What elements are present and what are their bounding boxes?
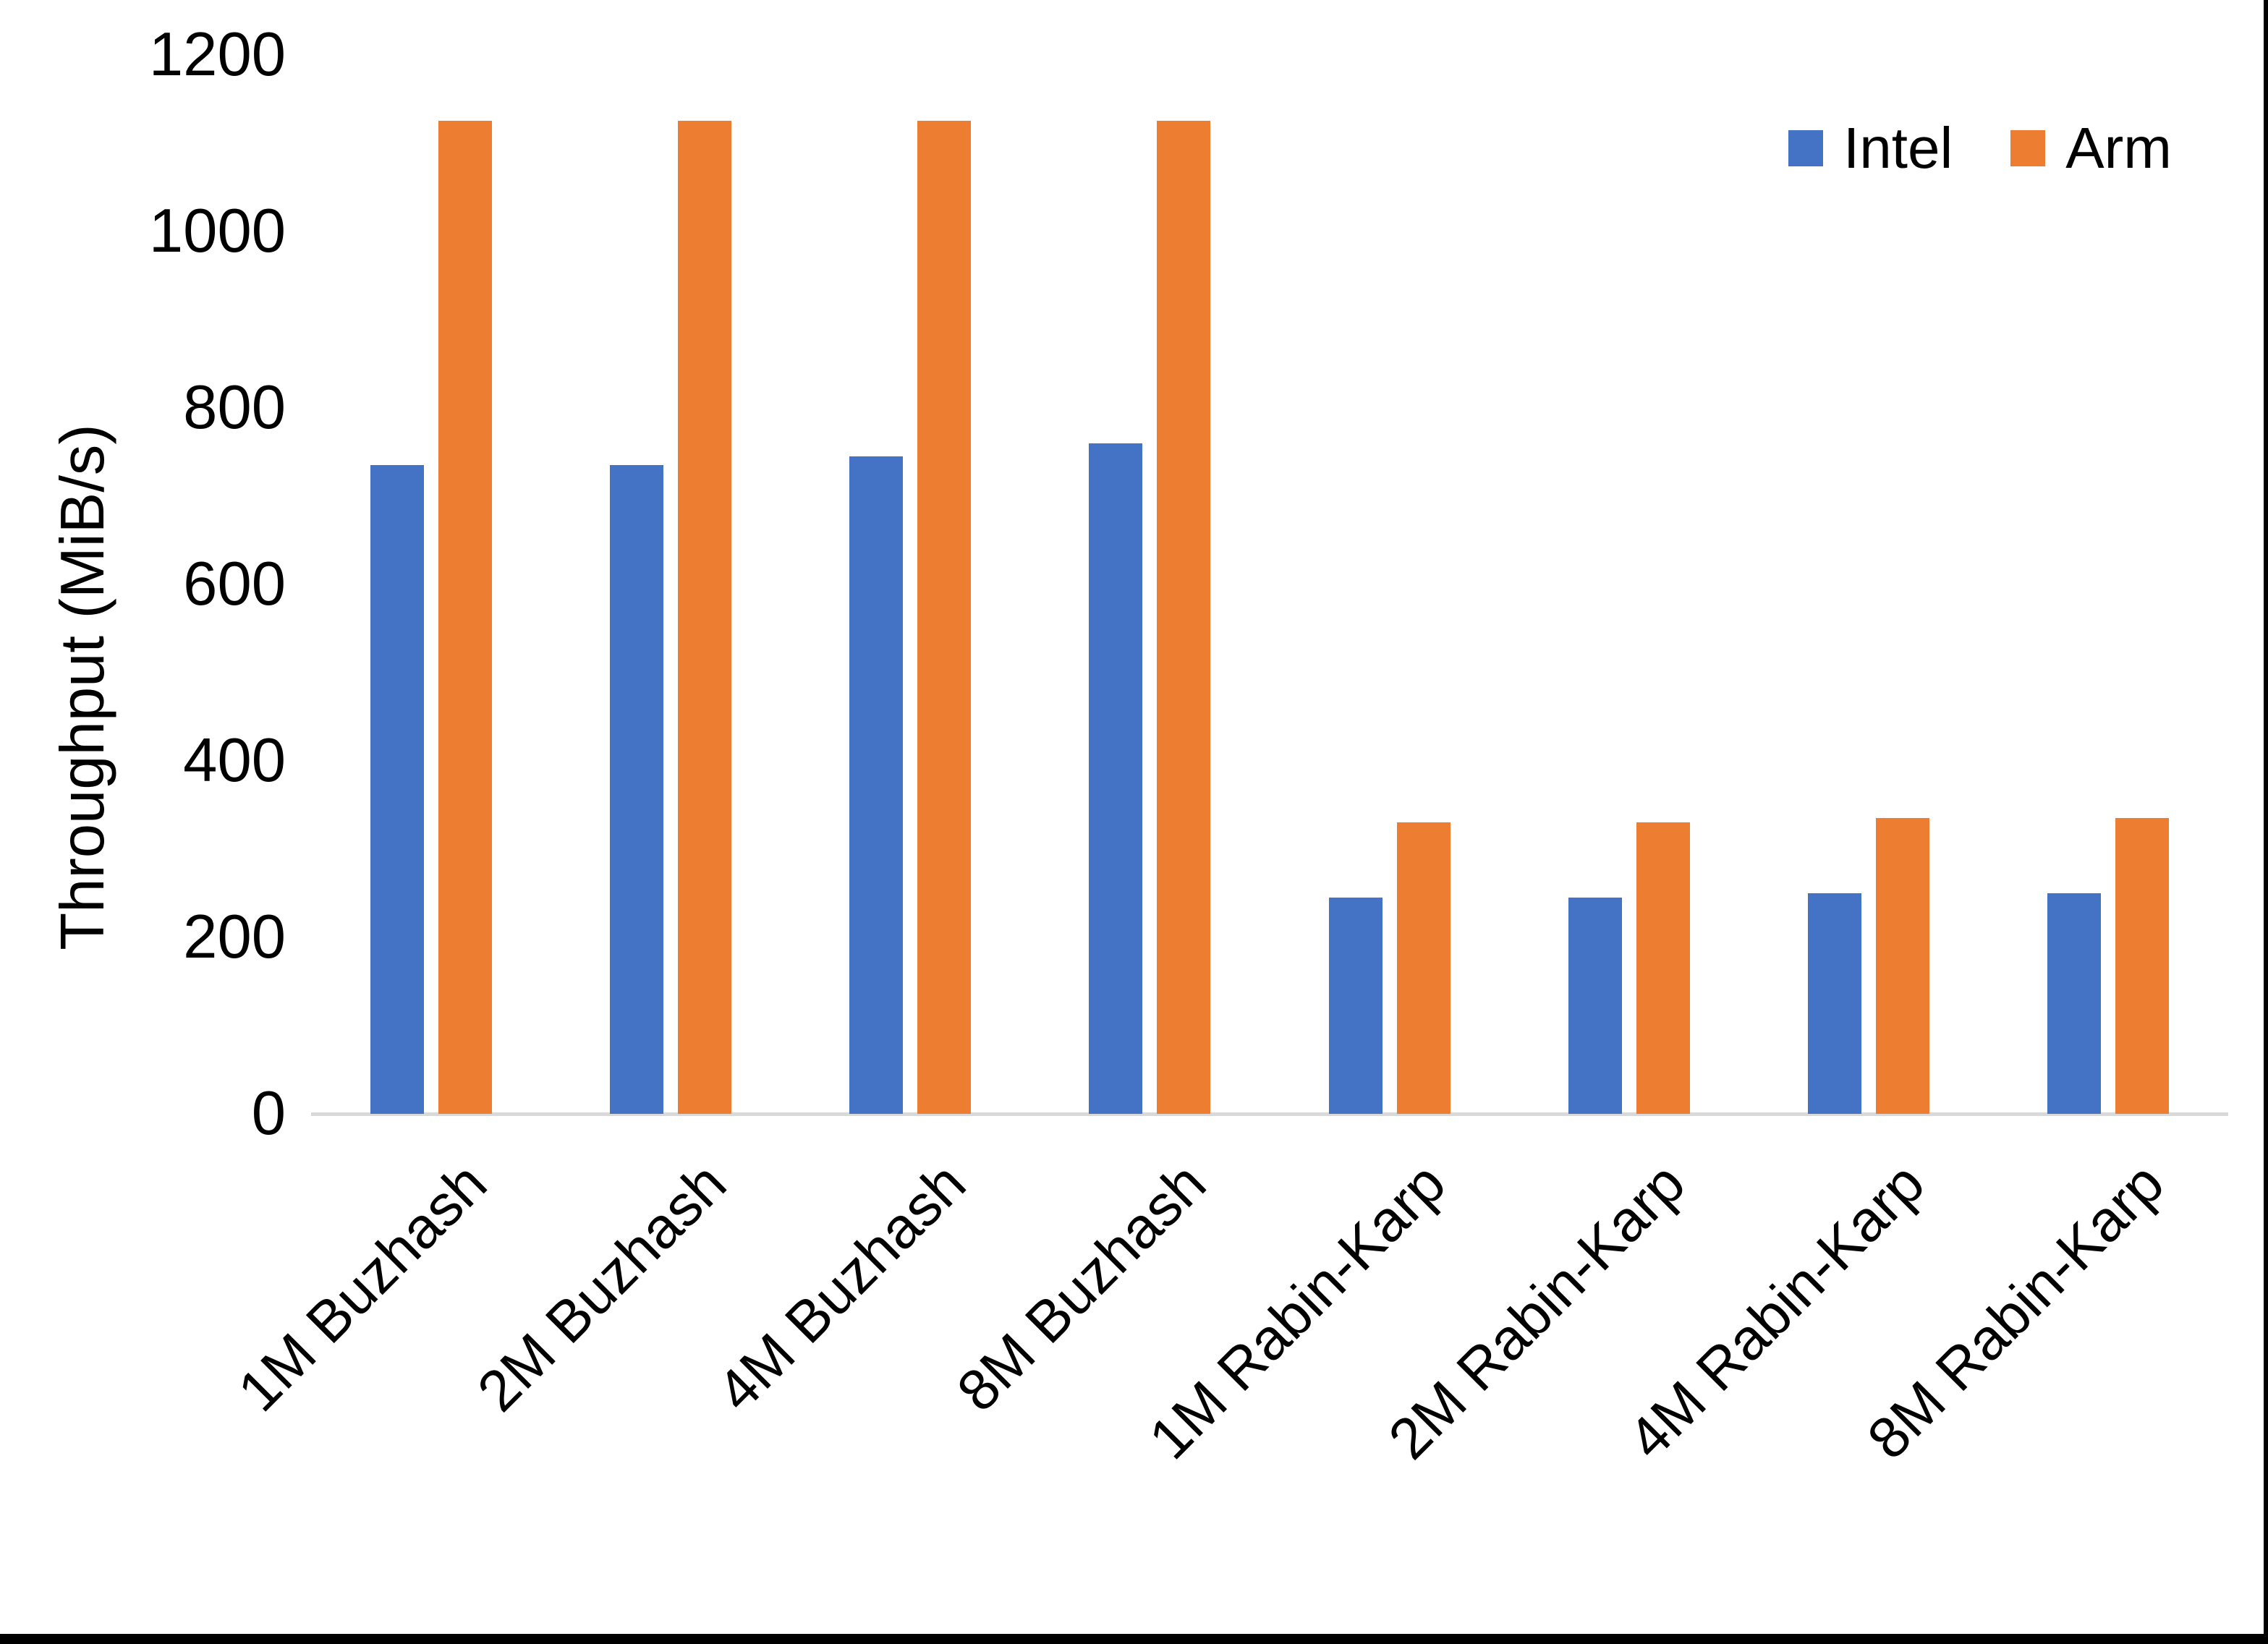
bar-intel-2 (609, 465, 663, 1114)
legend-item-arm: Arm (2010, 116, 2172, 180)
y-tick-label: 200 (183, 903, 286, 971)
bar-arm-1 (438, 121, 492, 1114)
bar-group (1030, 55, 1270, 1114)
bar-group (1749, 55, 1989, 1114)
bar-intel-7 (1808, 893, 1862, 1114)
y-tick-label: 800 (183, 373, 286, 442)
bar-intel-5 (1328, 898, 1383, 1114)
y-tick-label: 400 (183, 726, 286, 795)
bar-intel-1 (370, 465, 424, 1114)
bar-group (791, 55, 1030, 1114)
bar-arm-2 (677, 121, 731, 1114)
x-axis-label: 2M Buzhash (465, 1150, 739, 1424)
x-axis-line (311, 1112, 2228, 1116)
y-tick-label: 1000 (148, 197, 286, 265)
bar-arm-4 (1157, 121, 1211, 1114)
plot-area (311, 55, 2228, 1114)
bar-arm-5 (1396, 822, 1451, 1114)
bar-arm-6 (1636, 822, 1690, 1114)
x-axis-label: 4M Buzhash (705, 1150, 978, 1424)
bar-arm-8 (2115, 818, 2170, 1114)
screen-edge-right (2264, 0, 2268, 1644)
y-tick-label: 0 (251, 1079, 286, 1148)
bar-group (1270, 55, 1509, 1114)
legend-item-intel: Intel (1788, 116, 1953, 180)
legend-swatch-arm (2010, 130, 2046, 166)
bar-arm-3 (917, 121, 972, 1114)
bar-group (311, 55, 551, 1114)
bar-intel-6 (1568, 898, 1622, 1114)
bar-intel-8 (2047, 893, 2102, 1114)
x-axis-label: 1M Buzhash (225, 1150, 499, 1424)
bar-intel-3 (849, 456, 904, 1114)
bar-intel-4 (1089, 443, 1143, 1114)
legend-label-intel: Intel (1843, 116, 1953, 180)
y-tick-label: 1200 (148, 20, 286, 89)
bar-arm-7 (1876, 818, 1930, 1114)
legend-label-arm: Arm (2065, 116, 2172, 180)
screen-edge-bottom (0, 1634, 2268, 1644)
y-axis-title: Throughput (MiB/s) (48, 424, 117, 950)
legend: Intel Arm (1788, 116, 2172, 180)
y-tick-label: 600 (183, 550, 286, 618)
bar-group (551, 55, 790, 1114)
bar-group (1509, 55, 1749, 1114)
bar-group (1989, 55, 2228, 1114)
legend-swatch-intel (1788, 130, 1823, 166)
